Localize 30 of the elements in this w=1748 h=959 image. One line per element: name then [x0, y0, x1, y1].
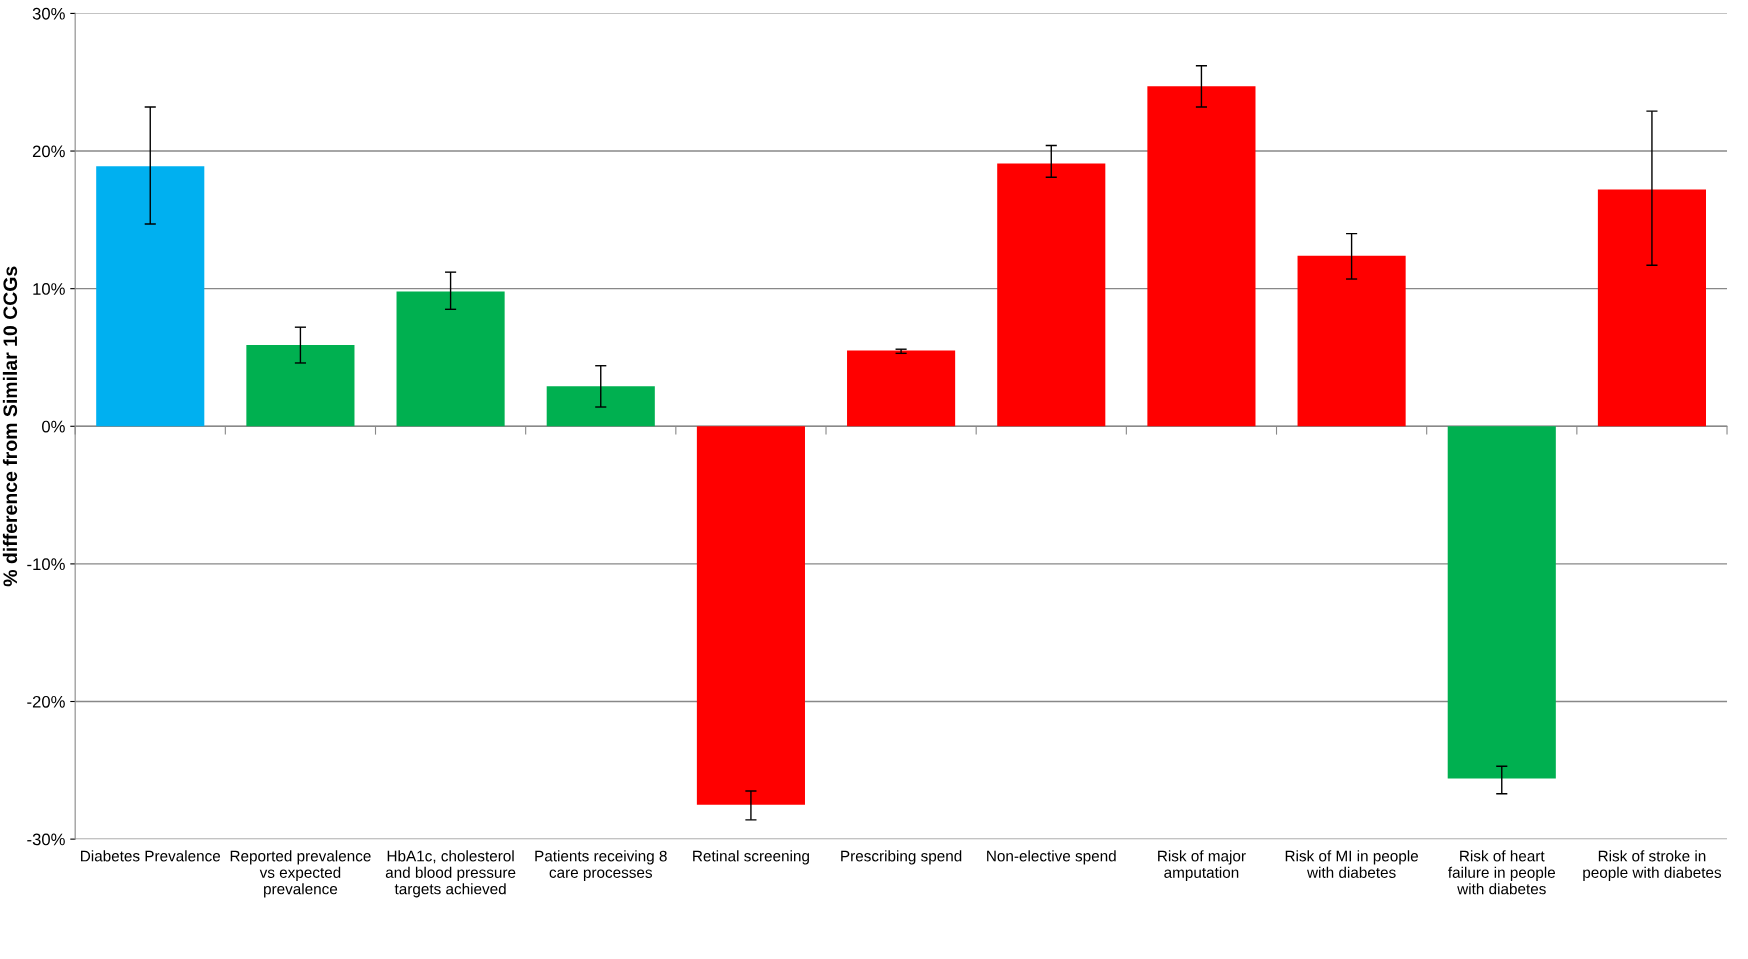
y-tick-label: 0%: [42, 420, 65, 433]
bar: [96, 166, 205, 427]
x-tick-label: Risk of major amputation: [1158, 850, 1246, 881]
y-tick-label: 30%: [32, 7, 65, 20]
x-tick-label: Diabetes Prevalence: [81, 850, 221, 862]
x-tick-label: Non-elective spend: [987, 850, 1116, 865]
x-tick-label: Patients receiving 8 care processes: [535, 850, 667, 881]
x-tick-label: Retinal screening: [693, 850, 809, 865]
y-tick-label: -30%: [27, 833, 65, 846]
y-tick-label: -20%: [27, 695, 65, 708]
x-tick-label: Reported prevalence vs expected prevalence: [230, 850, 371, 898]
x-tick-label: Risk of heart failure in people with diabetes: [1448, 850, 1556, 895]
y-axis-title: % difference from Similar 10 CCGs: [2, 266, 18, 587]
y-tick-label: 10%: [33, 283, 65, 295]
bar: [546, 386, 655, 427]
bar: [696, 426, 805, 805]
x-tick-label: Prescribing spend: [841, 850, 962, 865]
bar: [997, 163, 1106, 427]
bar: [246, 345, 355, 427]
bar: [396, 291, 505, 427]
y-tick-label: -10%: [27, 558, 65, 571]
bar: [1447, 426, 1556, 779]
x-tick-label: HbA1c, cholesterol and blood pressure targets achieved: [385, 850, 516, 898]
bar: [1597, 189, 1706, 427]
bar: [847, 350, 956, 427]
x-tick-label: Risk of MI in people with diabetes: [1285, 850, 1419, 878]
x-tick-label: Risk of stroke in people with diabetes: [1583, 850, 1722, 881]
bar: [1297, 255, 1406, 427]
bar: [1147, 86, 1256, 427]
y-tick-label: 20%: [32, 145, 65, 158]
